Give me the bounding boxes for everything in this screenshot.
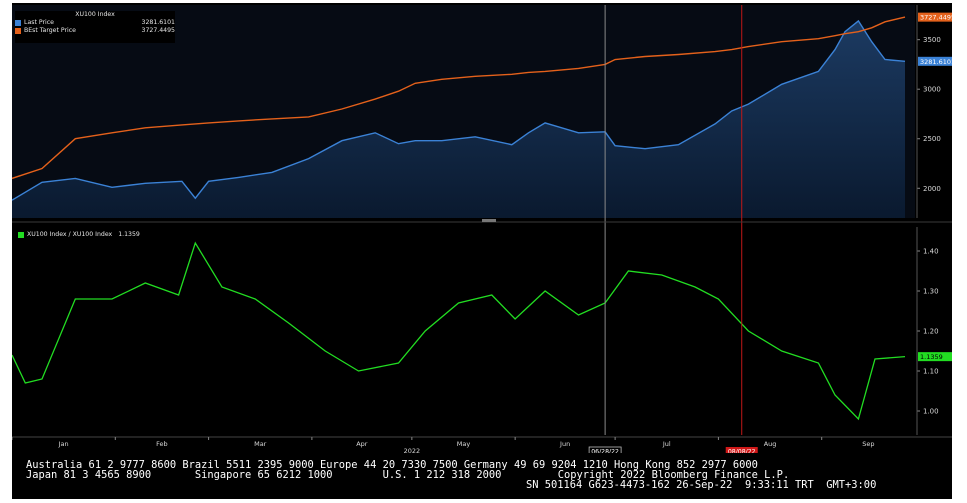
bottom-axis-tick-label: 1.20: [923, 328, 939, 336]
x-axis-month-label: Mar: [254, 440, 267, 448]
overlays: Jan Feb Mar Apr May Jun Jul Aug Sep 2022 06/28/22 0…: [12, 5, 952, 456]
legend-label-last-price: Last Price: [24, 19, 54, 26]
best-target-line: [12, 16, 906, 180]
top-axis-tick-label: 2500: [923, 135, 941, 143]
x-axis-month-label: Sep: [862, 440, 874, 448]
bottom-axis-tick-label: 1.40: [923, 248, 939, 256]
footer-line-2: Japan 81 3 4565 8900 Singapore 65 6212 1…: [26, 469, 790, 481]
legend-swatch-last-price: [15, 20, 21, 26]
legend-swatch-ratio: [18, 231, 24, 238]
legend-title: XU100 Index: [75, 11, 115, 18]
marker-date-flag: 08/08/22: [728, 449, 756, 454]
x-axis-month-label: Jul: [662, 440, 671, 448]
legend-value-best-target: 3727.4495: [141, 27, 175, 34]
legend-label-best-target: BEst Target Price: [24, 27, 76, 34]
bottom-axis-tick-label: 1.30: [923, 288, 939, 296]
bloomberg-terminal: 3500 3000 2500 2000 3727.4495 3281.6101 1.40 1…: [12, 3, 952, 499]
last-price-area: [12, 20, 905, 219]
panel-resize-handle: [482, 219, 496, 222]
x-axis-month-label: May: [457, 440, 471, 448]
marker-date-flag-bg: [725, 447, 758, 455]
legend-swatch-best-target: [15, 28, 21, 34]
top-legend: XU100 Index Last Price 3281.6101 BEst Ta…: [15, 11, 175, 43]
footer-line-1: Australia 61 2 9777 8600 Brazil 5511 239…: [26, 459, 758, 471]
bottom-plot-area: [12, 227, 915, 435]
top-axis-tick-label: 2000: [923, 185, 941, 193]
x-axis-month-label: Apr: [356, 440, 368, 448]
last-price-line: [12, 19, 906, 201]
cursor-date-flag: 06/28/22: [591, 449, 619, 454]
legend-item-last-price: Last Price 3281.6101: [15, 19, 175, 27]
target-price-badge: 3727.4495: [920, 14, 952, 22]
last-price-badge: 3281.6101: [920, 58, 952, 66]
bottom-legend: XU100 Index / XU100 Index 1.1359: [18, 231, 140, 238]
bottom-panel: 1.40 1.30 1.20 1.10 1.00 1.1359: [12, 227, 952, 435]
legend-item-best-target: BEst Target Price 3727.4495: [15, 27, 175, 35]
target-price-badge-bg: [918, 12, 952, 22]
bottom-axis-tick-label: 1.00: [923, 408, 939, 416]
top-axis-tick-label: 3000: [923, 86, 941, 94]
x-axis-month-label: Aug: [764, 440, 777, 448]
bottom-axis-tick-label: 1.10: [923, 368, 939, 376]
x-axis-year-label: 2022: [404, 447, 421, 453]
x-axis-month-label: Feb: [156, 440, 168, 448]
legend-value-last-price: 3281.6101: [141, 19, 175, 26]
last-price-badge-bg: [918, 56, 952, 66]
x-axis-month-label: Jan: [58, 440, 69, 448]
legend-value-ratio: 1.1359: [118, 231, 140, 238]
ratio-line: [12, 241, 906, 421]
top-axis-tick-label: 3500: [923, 36, 941, 44]
x-axis-month-label: Jun: [559, 440, 570, 448]
ratio-badge-bg: [918, 352, 952, 362]
ratio-badge: 1.1359: [920, 353, 943, 361]
legend-label-ratio: XU100 Index / XU100 Index: [27, 231, 113, 238]
footer-line-3: SN 501164 G623-4473-162 26-Sep-22 9:33:1…: [526, 479, 877, 491]
